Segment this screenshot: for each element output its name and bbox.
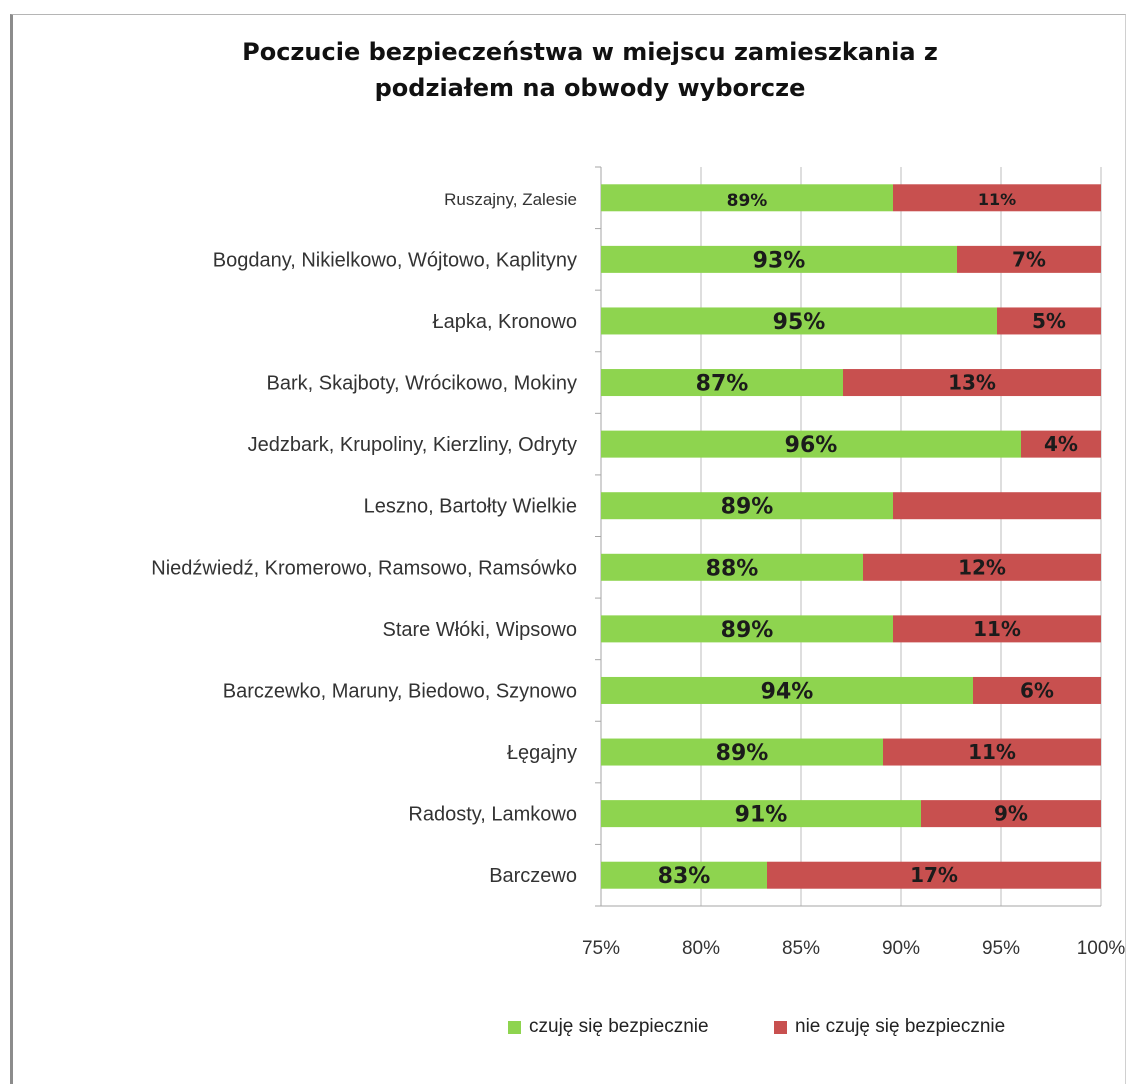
data-label-unsafe-10: 9% xyxy=(994,802,1028,826)
bar-unsafe-0 xyxy=(893,184,1101,212)
data-label-unsafe-2: 5% xyxy=(1032,309,1066,333)
bar-chart-plot: Ruszajny, Zalesie 89% 11% Bogdany, Nikielko… xyxy=(151,166,1126,959)
legend-item-safe: czuję się bezpiecznie xyxy=(508,1016,709,1038)
bar-safe-1 xyxy=(601,245,957,273)
bar-unsafe-8 xyxy=(973,676,1101,704)
x-tick-label-0: 75% xyxy=(582,938,620,959)
data-label-unsafe-9: 11% xyxy=(968,740,1016,764)
legend-label-unsafe: nie czuję się bezpiecznie xyxy=(795,1016,1006,1037)
data-label-safe-11: 83% xyxy=(658,864,711,889)
legend-swatch-unsafe xyxy=(774,1020,787,1034)
bar-unsafe-3 xyxy=(843,369,1101,397)
data-label-safe-7: 89% xyxy=(721,618,774,643)
bar-safe-6 xyxy=(601,553,863,581)
bar-unsafe-1 xyxy=(957,245,1101,273)
category-label-6: Niedźwiedź, Kromerowo, Ramsowo, Ramsówko xyxy=(151,557,577,579)
bar-safe-11 xyxy=(601,861,767,889)
data-label-safe-9: 89% xyxy=(716,741,769,766)
category-label-3: Bark, Skajboty, Wrócikowo, Mokiny xyxy=(267,373,577,395)
x-tick-label-3: 90% xyxy=(882,938,920,959)
bar-unsafe-6 xyxy=(863,553,1101,581)
data-label-unsafe-4: 4% xyxy=(1044,432,1078,456)
category-label-8: Barczewko, Maruny, Biedowo, Szynowo xyxy=(223,680,577,702)
data-label-unsafe-0: 11% xyxy=(978,190,1016,209)
category-label-2: Łapka, Kronowo xyxy=(432,311,577,333)
data-label-safe-3: 87% xyxy=(696,372,749,397)
category-label-10: Radosty, Lamkowo xyxy=(408,804,577,826)
chart-title: Poczucie bezpieczeństwa w miejscu zamies… xyxy=(60,34,1120,106)
data-label-unsafe-1: 7% xyxy=(1012,247,1046,271)
bar-safe-4 xyxy=(601,430,1021,458)
bar-safe-8 xyxy=(601,676,973,704)
bar-safe-2 xyxy=(601,307,997,335)
bar-safe-5 xyxy=(601,492,893,520)
chart-title-line-2: podziałem na obwody wyborcze xyxy=(374,74,806,102)
x-tick-label-5: 100% xyxy=(1077,938,1126,959)
data-label-unsafe-11: 17% xyxy=(910,863,958,887)
data-label-unsafe-3: 13% xyxy=(948,371,996,395)
data-label-safe-5: 89% xyxy=(721,495,774,520)
data-label-safe-0: 89% xyxy=(727,191,768,211)
data-label-safe-6: 88% xyxy=(706,556,759,581)
legend-swatch-safe xyxy=(508,1020,521,1034)
category-label-9: Łęgajny xyxy=(507,742,577,764)
data-label-safe-10: 91% xyxy=(735,803,788,828)
bar-safe-9 xyxy=(601,738,883,766)
x-tick-label-1: 80% xyxy=(682,938,720,959)
bar-unsafe-7 xyxy=(893,615,1101,643)
category-label-0: Ruszajny, Zalesie xyxy=(444,190,577,209)
bar-safe-7 xyxy=(601,615,893,643)
bar-safe-3 xyxy=(601,369,843,397)
data-label-safe-4: 96% xyxy=(785,433,838,458)
category-label-1: Bogdany, Nikielkowo, Wójtowo, Kaplityny xyxy=(213,249,577,271)
x-tick-label-2: 85% xyxy=(782,938,820,959)
data-label-safe-1: 93% xyxy=(753,248,806,273)
category-label-4: Jedzbark, Krupoliny, Kierzliny, Odryty xyxy=(248,434,577,456)
bar-unsafe-2 xyxy=(997,307,1101,335)
bar-safe-10 xyxy=(601,800,921,828)
bar-safe-0 xyxy=(601,184,893,212)
legend-item-unsafe: nie czuję się bezpiecznie xyxy=(774,1016,1005,1038)
bar-unsafe-5 xyxy=(893,492,1101,520)
data-label-unsafe-8: 6% xyxy=(1020,678,1054,702)
bar-unsafe-11 xyxy=(767,861,1101,889)
data-label-safe-2: 95% xyxy=(773,310,826,335)
bar-unsafe-9 xyxy=(883,738,1101,766)
chart-legend: czuję się bezpiecznie nie czuję się bezp… xyxy=(0,1016,1133,1046)
chart-title-line-1: Poczucie bezpieczeństwa w miejscu zamies… xyxy=(242,38,938,66)
category-label-11: Barczewo xyxy=(489,865,577,887)
category-label-5: Leszno, Bartołty Wielkie xyxy=(364,496,577,518)
data-label-safe-8: 94% xyxy=(761,679,814,704)
data-label-unsafe-7: 11% xyxy=(973,617,1021,641)
data-label-unsafe-6: 12% xyxy=(958,555,1006,579)
category-label-7: Stare Włóki, Wipsowo xyxy=(383,619,578,641)
bar-unsafe-4 xyxy=(1021,430,1101,458)
bar-unsafe-10 xyxy=(921,800,1101,828)
x-tick-label-4: 95% xyxy=(982,938,1020,959)
legend-label-safe: czuję się bezpiecznie xyxy=(529,1016,709,1037)
